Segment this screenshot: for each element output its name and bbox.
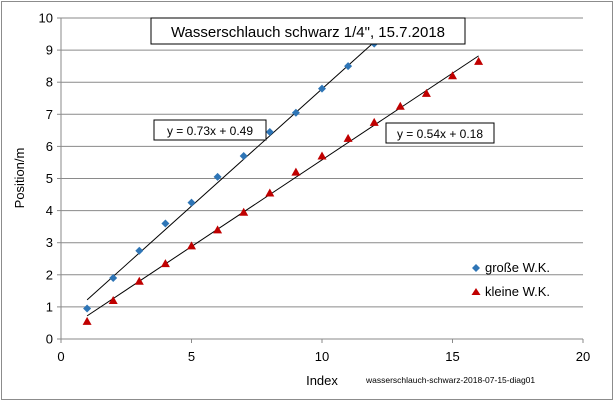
data-point-grosse	[291, 108, 300, 117]
legend-marker-grosse	[472, 264, 480, 272]
data-point-kleine	[448, 71, 457, 80]
data-point-kleine	[474, 56, 484, 65]
x-tick-label: 15	[445, 349, 459, 364]
trendline-label-1: y = 0.73x + 0.49	[167, 124, 253, 138]
data-point-grosse	[239, 152, 248, 161]
data-point-kleine	[421, 88, 431, 97]
data-point-kleine	[108, 295, 118, 304]
footnote: wasserschlauch-schwarz-2018-07-15-diag01	[365, 375, 535, 385]
grid-layer	[57, 17, 584, 343]
legend: große W.K. kleine W.K.	[471, 260, 550, 299]
data-point-kleine	[369, 117, 379, 126]
trendline-label-box-2: y = 0.54x + 0.18	[385, 122, 495, 144]
y-tick-label: 0	[46, 332, 53, 347]
legend-label-kleine: kleine W.K.	[485, 284, 550, 299]
x-axis-title: Index	[306, 373, 338, 388]
chart-title: Wasserschlauch schwarz 1/4", 15.7.2018	[171, 24, 445, 41]
data-point-kleine	[160, 259, 170, 268]
data-point-layer	[82, 39, 484, 325]
trendline-label-box-1: y = 0.73x + 0.49	[153, 119, 267, 141]
x-tick-label: 10	[315, 349, 329, 364]
trendline-1	[86, 37, 380, 301]
data-point-grosse	[265, 127, 274, 136]
y-tick-label: 10	[39, 11, 53, 26]
y-tick-label: 7	[46, 107, 53, 122]
data-point-grosse	[83, 304, 92, 313]
x-tick-label: 5	[188, 349, 195, 364]
data-point-grosse	[109, 274, 118, 283]
data-point-kleine	[187, 241, 196, 250]
data-point-kleine	[213, 225, 223, 234]
data-point-grosse	[135, 246, 144, 255]
data-point-grosse	[318, 84, 326, 93]
data-point-kleine	[134, 276, 144, 285]
tick-label-layer: 0 1 2 3 4 5 6 7 8 9 10 0 5 10 15 20	[39, 11, 591, 365]
data-point-kleine	[82, 316, 92, 325]
y-tick-label: 6	[46, 139, 53, 154]
title-box: Wasserschlauch schwarz 1/4", 15.7.2018	[150, 17, 466, 45]
data-point-grosse	[213, 172, 222, 181]
data-point-kleine	[265, 188, 275, 197]
y-axis-title: Position/m	[12, 148, 27, 209]
legend-label-grosse: große W.K.	[485, 260, 550, 275]
data-point-kleine	[291, 167, 301, 176]
data-point-grosse	[187, 198, 196, 207]
legend-marker-kleine	[471, 288, 481, 295]
data-point-kleine	[343, 133, 353, 142]
data-point-kleine	[395, 101, 405, 110]
trendline-label-2: y = 0.54x + 0.18	[397, 127, 483, 141]
y-tick-label: 2	[46, 267, 53, 282]
y-tick-label: 4	[46, 203, 53, 218]
y-tick-label: 9	[46, 43, 53, 58]
y-tick-label: 3	[46, 235, 53, 250]
x-tick-label: 20	[576, 349, 590, 364]
data-point-grosse	[161, 219, 170, 228]
y-tick-label: 1	[46, 299, 53, 314]
data-point-grosse	[344, 62, 353, 71]
x-tick-label: 0	[57, 349, 64, 364]
trendline-layer	[86, 37, 479, 317]
y-tick-label: 8	[46, 75, 53, 90]
data-point-kleine	[317, 151, 327, 160]
trendline-2	[86, 55, 479, 317]
y-tick-label: 5	[46, 171, 53, 186]
data-point-kleine	[239, 207, 249, 216]
